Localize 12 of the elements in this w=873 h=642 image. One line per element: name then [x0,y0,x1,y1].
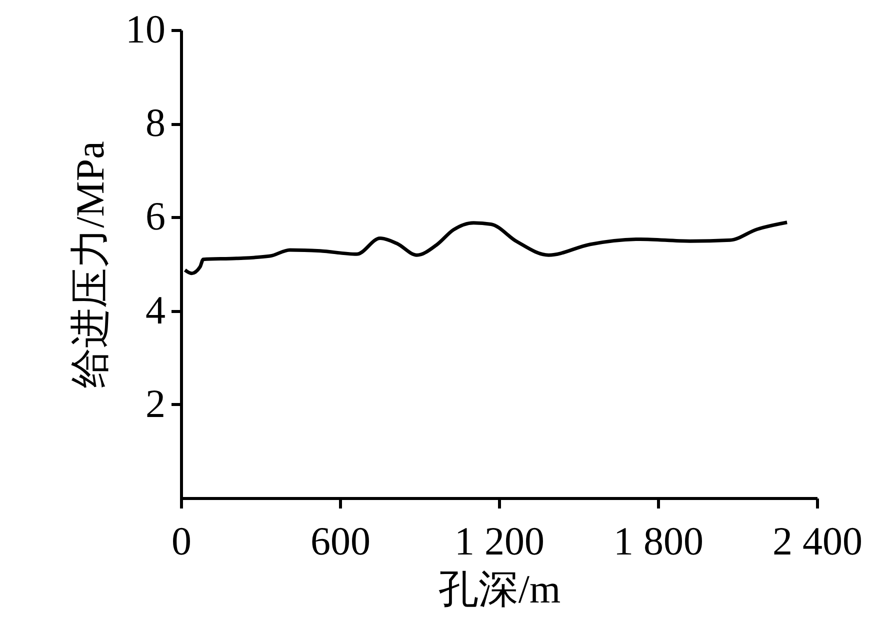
y-axis-title: 给进压力/MPa [68,140,112,388]
x-tick-label: 1 200 [454,518,544,564]
y-tick-label: 4 [146,287,166,332]
x-tick-label: 1 800 [614,518,704,564]
x-axis-title: 孔深/m [438,566,561,612]
y-tick-label: 8 [146,100,166,146]
y-tick-label: 2 [146,380,166,426]
x-tick-label: 0 [172,518,192,564]
x-tick-label: 2 400 [772,518,862,564]
y-tick-label: 10 [126,6,166,52]
x-tick-label: 600 [310,518,370,564]
y-tick-label: 6 [146,194,166,239]
